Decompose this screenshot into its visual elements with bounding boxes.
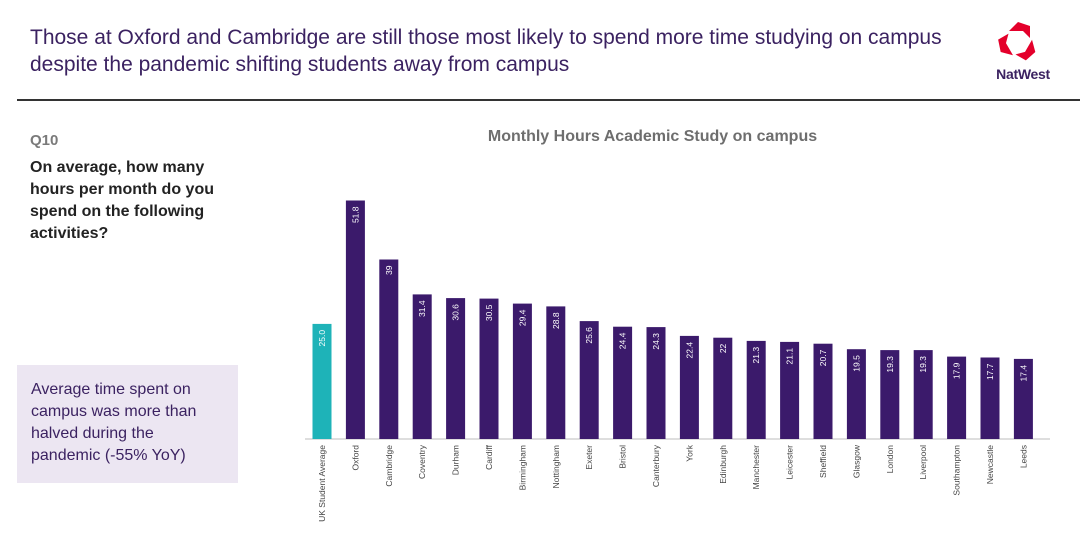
category-label: Edinburgh [718,445,728,484]
value-label: 51.8 [350,206,360,223]
category-label: Cambridge [384,445,394,487]
category-label: Nottingham [551,445,561,488]
category-label: Sheffield [818,445,828,478]
value-label: 30.5 [484,304,494,321]
bar-glasgow [846,349,866,439]
bar-exeter [579,321,599,439]
value-label: 19.5 [851,355,861,372]
bar-edinburgh [713,337,733,439]
headline: Those at Oxford and Cambridge are still … [30,26,942,76]
value-label: 22.4 [684,342,694,359]
category-label: Leeds [1018,445,1028,468]
category-label: UK Student Average [317,445,327,522]
value-label: 25.0 [317,330,327,347]
bar-southampton [947,356,967,439]
category-label: Glasgow [851,444,861,478]
bar-manchester [746,340,766,439]
bar-birmingham [512,303,532,439]
bar-coventry [412,294,432,439]
question-number: Q10 [30,132,59,149]
category-label: Newcastle [985,445,995,484]
category-label: Birmingham [517,445,527,490]
value-label: 25.6 [584,327,594,344]
bar-bristol [613,326,633,439]
bar-uk-student-average [312,323,332,439]
category-label: Bristol [618,445,628,469]
bar-york [679,335,699,439]
value-label: 39 [384,265,394,275]
category-label: Durham [451,445,461,475]
bar-leeds [1013,358,1033,439]
category-label: Oxford [350,445,360,471]
bar-cambridge [379,259,399,439]
category-label: York [684,444,694,461]
value-label: 24.4 [618,332,628,349]
bar-newcastle [980,357,1000,439]
header-divider [17,99,1080,101]
value-label: 20.7 [818,349,828,366]
bar-canterbury [646,327,666,439]
bar-nottingham [546,306,566,439]
value-label: 29.4 [517,309,527,326]
question-text: On average, how many hours per month do … [30,159,214,242]
bar-oxford [345,200,365,439]
category-label: Manchester [751,445,761,490]
category-label: Exeter [584,445,594,470]
value-label: 19.3 [918,356,928,373]
category-label: London [885,445,895,474]
value-label: 31.4 [417,300,427,317]
bar-durham [446,298,466,439]
value-label: 21.3 [751,347,761,364]
bar-liverpool [913,350,933,439]
bar-leicester [780,341,800,439]
bar-london [880,350,900,439]
value-label: 17.4 [1018,365,1028,382]
value-label: 22 [718,343,728,353]
bar-chart: 25.0 UK Student Average 51.8 Oxford 39 Cambri… [305,200,1050,522]
chart-title: Monthly Hours Academic Study on campus [487,128,818,145]
category-label: Cardiff [484,444,494,470]
category-label: Leicester [785,445,795,480]
value-label: 21.1 [785,348,795,365]
bar-sheffield [813,343,833,439]
value-label: 24.3 [651,333,661,350]
brand-name: NatWest [996,66,1050,82]
natwest-logo-icon [998,22,1036,61]
category-label: Coventry [417,444,427,479]
bar-cardiff [479,298,499,439]
category-label: Canterbury [651,444,661,487]
category-label: Southampton [952,445,962,496]
value-label: 28.8 [551,312,561,329]
callout-text: Average time spent on campus was more th… [31,381,197,464]
category-label: Liverpool [918,445,928,480]
callout-box: Average time spent on campus was more th… [17,365,238,483]
value-label: 17.7 [985,363,995,380]
value-label: 19.3 [885,356,895,373]
value-label: 17.9 [952,362,962,379]
value-label: 30.6 [451,304,461,321]
